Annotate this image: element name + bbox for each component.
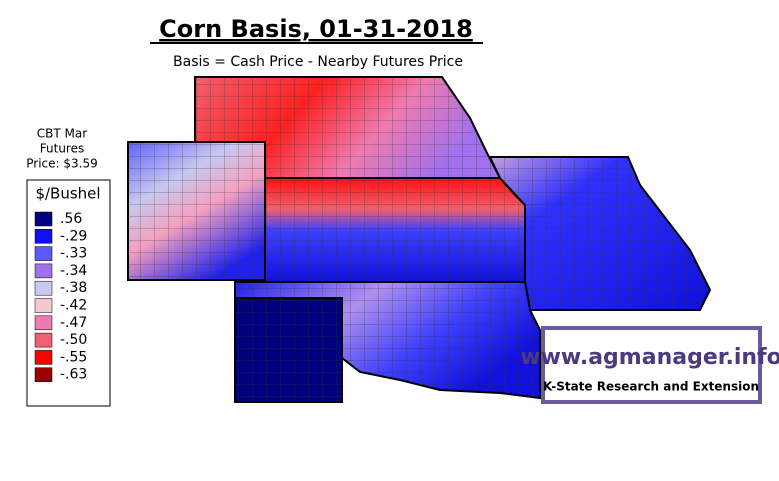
legend-title: $/Bushel — [35, 185, 100, 203]
legend-label: -.38 — [60, 280, 87, 296]
county-lines — [128, 77, 710, 402]
map — [127, 76, 712, 403]
legend-swatch — [34, 315, 53, 331]
legend-swatch — [34, 229, 53, 244]
legend-label: -.29 — [60, 228, 87, 244]
legend-swatch — [34, 332, 53, 348]
legend-label: -.34 — [60, 263, 87, 279]
legend-swatch — [34, 246, 53, 261]
futures-note-line: CBT Mar — [37, 127, 87, 141]
logo-url: www.agmanager.info — [520, 345, 779, 370]
legend-label: -.63 — [60, 367, 87, 383]
legend-swatch — [34, 211, 53, 227]
legend-label: .56 — [60, 211, 82, 227]
logo-box — [541, 326, 762, 404]
legend-label: -.55 — [60, 349, 87, 365]
legend-swatch — [34, 280, 53, 296]
futures-note-line: Price: $3.59 — [26, 157, 97, 171]
legend-label: -.42 — [60, 298, 87, 314]
logo-org: K-State Research and Extension — [543, 380, 759, 394]
futures-note-line: Futures — [40, 142, 84, 156]
legend-swatch — [34, 263, 53, 279]
legend: .56-.29 -.33-.34-.38 -.42-.47-.50-.55 -.63 — [34, 211, 87, 383]
subtitle: Basis = Cash Price - Nearby Futures Pric… — [173, 54, 463, 70]
legend-swatch — [34, 298, 53, 313]
legend-swatch — [34, 350, 53, 365]
legend-label: -.47 — [60, 315, 87, 331]
legend-label: -.33 — [60, 246, 87, 262]
title: Corn Basis, 01-31-2018 — [159, 15, 473, 43]
legend-swatch — [34, 367, 53, 382]
legend-label: -.50 — [60, 332, 87, 348]
